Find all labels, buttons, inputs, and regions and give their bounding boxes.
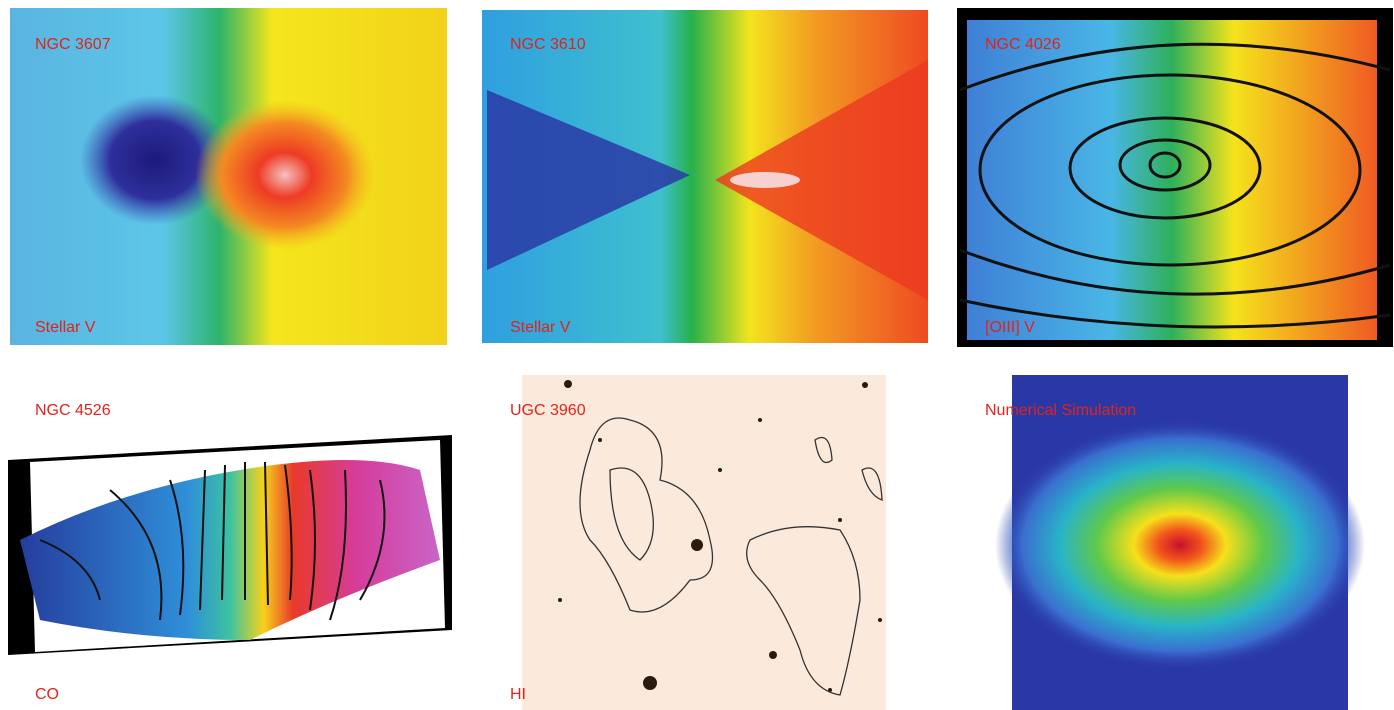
contours <box>959 42 1391 329</box>
panel-ngc4526 <box>8 435 452 655</box>
velocity-map <box>967 20 1377 340</box>
optical-image <box>522 375 886 710</box>
panel-name: NGC 4526 <box>35 402 111 419</box>
simulated-disk <box>995 420 1365 670</box>
center <box>730 172 800 188</box>
panel-name: NGC 4026 <box>985 36 1061 53</box>
panel-label: Stellar V <box>510 319 571 336</box>
panel-ngc4026 <box>957 8 1393 347</box>
red-lobe <box>195 100 375 250</box>
blue-lobe <box>487 90 690 270</box>
blue-lobe <box>80 95 230 225</box>
panel-ngc3607 <box>10 8 447 345</box>
contours <box>39 461 386 621</box>
contours <box>579 417 883 696</box>
red-lobe <box>715 60 928 300</box>
panel-name: NGC 3607 <box>35 36 111 53</box>
panel-label: HI <box>510 686 526 703</box>
panel-ngc3610 <box>482 10 928 343</box>
panel-name: Numerical Simulation <box>985 402 1136 419</box>
panel-label: CO <box>35 686 59 703</box>
panel-simulation <box>995 375 1365 710</box>
stars <box>558 380 882 692</box>
panel-label: Stellar V <box>35 319 96 336</box>
panel-name: UGC 3960 <box>510 402 586 419</box>
panel-ugc3960 <box>522 375 886 710</box>
panel-name: NGC 3610 <box>510 36 586 53</box>
panel-label: [OIII] V <box>985 319 1035 336</box>
